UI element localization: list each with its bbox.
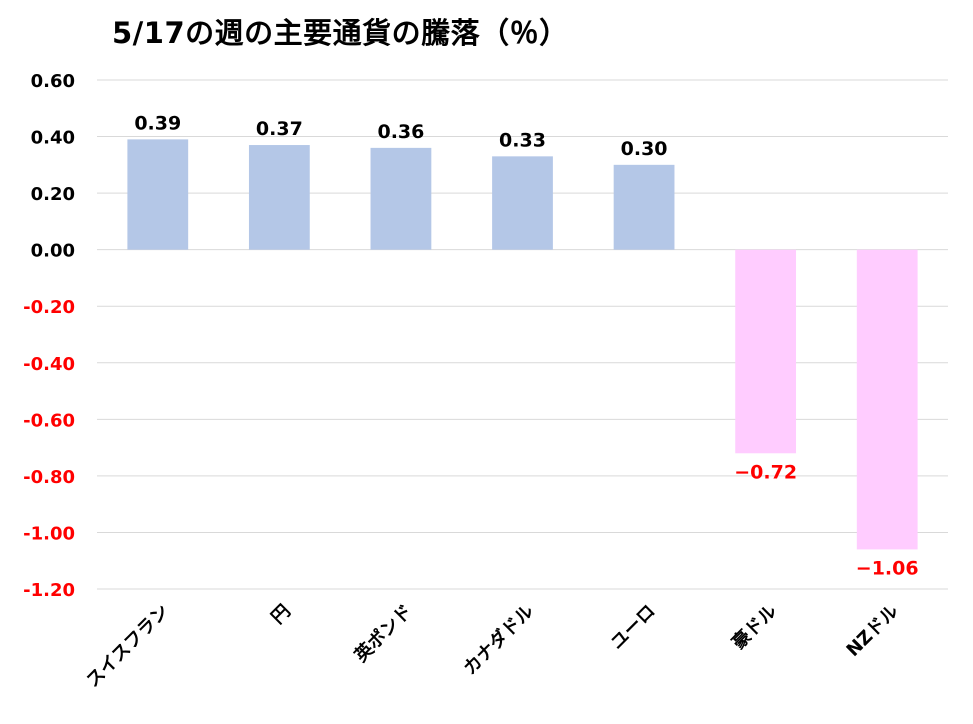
data-label: 0.37 bbox=[256, 118, 303, 140]
bar bbox=[492, 156, 553, 250]
y-tick-label: 0.20 bbox=[31, 184, 75, 205]
y-tick-label: -1.20 bbox=[23, 580, 75, 601]
y-tick-label: -0.80 bbox=[23, 467, 75, 488]
data-label: 0.33 bbox=[499, 129, 546, 151]
bar bbox=[613, 164, 675, 250]
y-tick-label: 0.60 bbox=[31, 71, 75, 92]
data-labels: 0.39 0.37 0.36 0.33 0.30 −0.72 −1.06 bbox=[134, 112, 918, 579]
category-label: NZドル bbox=[843, 601, 903, 661]
y-tick-label: -0.60 bbox=[23, 410, 75, 431]
y-tick-label: -1.00 bbox=[23, 523, 75, 544]
y-tick-label: -0.20 bbox=[23, 297, 75, 318]
bar bbox=[735, 249, 797, 454]
data-label: 0.36 bbox=[377, 121, 424, 143]
category-label: カナダドル bbox=[459, 600, 538, 679]
bar bbox=[127, 139, 189, 250]
x-axis-category-labels: スイスフラン 円 英ポンド カナダドル ユーロ 豪ドル NZドル bbox=[82, 600, 902, 692]
bar bbox=[370, 147, 432, 250]
y-tick-label: 0.00 bbox=[31, 241, 75, 262]
data-label: 0.30 bbox=[621, 138, 668, 160]
category-label: 英ポンド bbox=[349, 600, 416, 667]
category-label: ユーロ bbox=[607, 601, 660, 654]
y-tick-label: 0.40 bbox=[31, 128, 75, 149]
data-label: 0.39 bbox=[134, 112, 181, 134]
data-label: −1.06 bbox=[856, 557, 919, 579]
y-axis-tick-labels: 0.60 0.40 0.20 0.00 -0.20 -0.40 -0.60 -0.80 -1.0… bbox=[23, 71, 75, 601]
chart-title: 5/17の週の主要通貨の騰落（％） bbox=[112, 16, 569, 50]
category-label: スイスフラン bbox=[82, 601, 173, 692]
y-tick-label: -0.40 bbox=[23, 354, 75, 375]
bar bbox=[856, 249, 918, 550]
bars bbox=[127, 139, 918, 550]
category-label: 円 bbox=[267, 601, 295, 629]
bar bbox=[248, 145, 310, 250]
category-label: 豪ドル bbox=[727, 600, 781, 654]
data-label: −0.72 bbox=[734, 461, 797, 483]
